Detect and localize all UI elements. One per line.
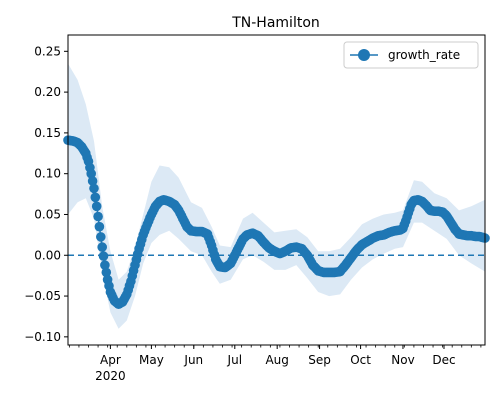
x-tick-label: Nov [391,353,414,367]
x-tick-label: Apr [100,353,121,367]
data-point [87,176,98,186]
y-tick-label: −0.10 [24,330,61,344]
x-tick-label: Aug [265,353,288,367]
y-tick-label: 0.20 [34,85,61,99]
plot-frame [67,34,486,346]
y-tick-label: 0.10 [34,167,61,181]
data-point [94,221,105,232]
axes: −0.10 −0.05 0.00 0.05 0.10 0.15 0.20 0.25 Apr 202… [24,44,482,383]
plot-area [63,63,490,329]
x-tick-label: May [139,353,164,367]
data-point [98,251,109,261]
y-tick-label: 0.00 [34,248,61,262]
chart-title: TN-Hamilton [231,15,320,31]
data-point [101,267,112,278]
data-point [96,232,106,242]
x-tick-label: Oct [350,353,371,367]
y-tick-label: 0.15 [34,126,61,140]
x-tick-label: Jul [227,353,242,367]
x-tick-label: Jun [183,353,203,367]
x-tick-year-label: 2020 [95,369,126,383]
legend-marker [358,49,370,61]
data-point [86,168,96,179]
confidence-band [68,63,485,329]
legend: growth_rate [343,41,479,69]
legend-box [343,41,479,69]
data-point [97,242,107,252]
data-point [93,211,103,222]
data-point [91,201,102,212]
y-tick-label: −0.05 [24,289,61,303]
y-tick-label: 0.25 [34,44,61,58]
x-tick-label: Dec [432,353,455,367]
x-tick-label: Sep [308,353,331,367]
legend-label: growth_rate [388,48,460,62]
data-point [100,260,110,270]
data-point [89,183,99,194]
y-tick-label: 0.05 [34,207,61,221]
data-point [90,192,101,203]
